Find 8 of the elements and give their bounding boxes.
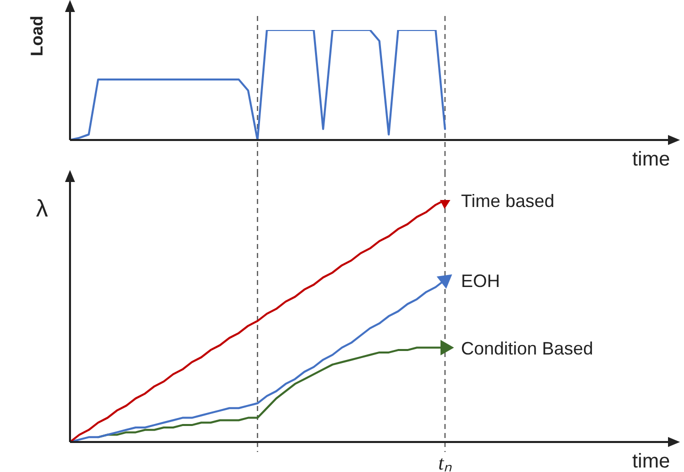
y-axis-title: λ — [36, 196, 48, 223]
series-label: Condition Based — [461, 338, 594, 359]
series-label: EOH — [461, 270, 500, 291]
text: tₙ — [438, 452, 452, 472]
x-axis-title: time — [632, 450, 670, 472]
series-label: Time based — [461, 190, 554, 211]
x-axis-title: time — [632, 148, 670, 171]
y-axis-title: Load — [28, 16, 47, 56]
